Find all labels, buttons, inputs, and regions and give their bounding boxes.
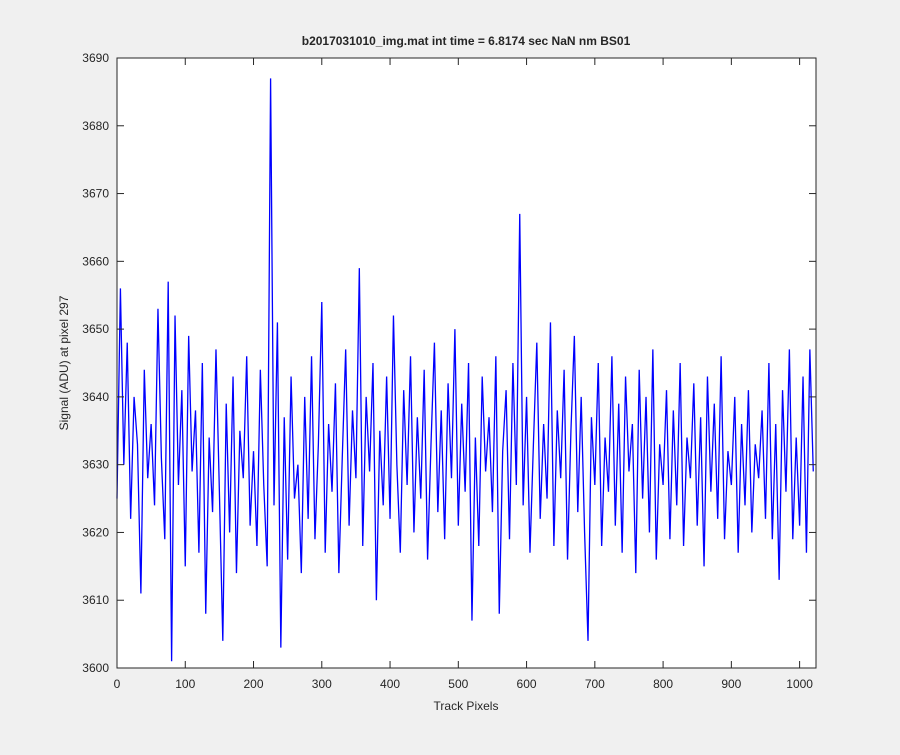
x-tick-label: 700 bbox=[585, 677, 605, 691]
plot-area bbox=[117, 58, 816, 668]
x-tick-label: 300 bbox=[312, 677, 332, 691]
y-tick-label: 3680 bbox=[82, 119, 109, 133]
y-tick-label: 3620 bbox=[82, 525, 109, 539]
data-line bbox=[116, 78, 814, 662]
x-tick-label: 800 bbox=[653, 677, 673, 691]
x-axis-label: Track Pixels bbox=[434, 699, 499, 713]
y-tick-label: 3690 bbox=[82, 51, 109, 65]
y-tick-label: 3630 bbox=[82, 458, 109, 472]
y-tick-label: 3610 bbox=[82, 593, 109, 607]
x-tick-label: 400 bbox=[380, 677, 400, 691]
x-tick-label: 900 bbox=[721, 677, 741, 691]
x-tick-label: 0 bbox=[114, 677, 121, 691]
x-tick-label: 1000 bbox=[786, 677, 813, 691]
x-tick-label: 200 bbox=[244, 677, 264, 691]
y-tick-label: 3640 bbox=[82, 390, 109, 404]
y-tick-label: 3650 bbox=[82, 322, 109, 336]
y-tick-label: 3660 bbox=[82, 254, 109, 268]
x-tick-label: 100 bbox=[175, 677, 195, 691]
axes-box bbox=[116, 57, 817, 669]
y-tick-label: 3670 bbox=[82, 187, 109, 201]
y-tick-label: 3600 bbox=[82, 661, 109, 675]
x-tick-label: 600 bbox=[517, 677, 537, 691]
y-axis-label: Signal (ADU) at pixel 297 bbox=[57, 295, 71, 430]
chart-title: b2017031010_img.mat int time = 6.8174 se… bbox=[302, 34, 631, 48]
x-tick-label: 500 bbox=[448, 677, 468, 691]
